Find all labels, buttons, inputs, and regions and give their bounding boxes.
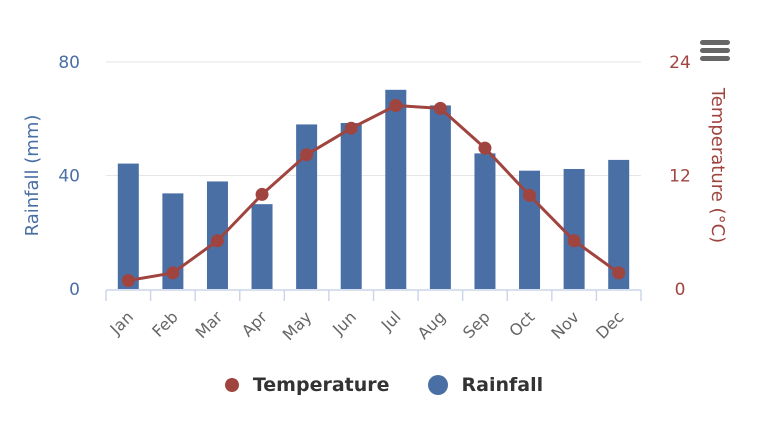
x-tick-label: Jun — [328, 307, 360, 339]
point-temperature-may — [300, 148, 314, 162]
legend-item-temperature[interactable]: Temperature — [224, 374, 390, 396]
point-temperature-feb — [166, 266, 180, 280]
point-temperature-oct — [523, 188, 537, 202]
x-tick-label: Dec — [592, 307, 627, 342]
y-left-tick-label: 0 — [69, 280, 80, 300]
point-temperature-dec — [612, 266, 626, 280]
legend-label-temperature: Temperature — [252, 374, 390, 396]
x-tick-label: May — [279, 307, 316, 344]
hamburger-icon-bar — [700, 56, 730, 61]
x-tick-label: Mar — [192, 307, 227, 342]
bar-rainfall-aug — [429, 105, 451, 289]
point-temperature-nov — [567, 234, 581, 248]
legend-marker-temperature — [224, 378, 239, 392]
x-tick-label: Sep — [459, 307, 494, 342]
bar-rainfall-nov — [563, 168, 585, 289]
point-temperature-apr — [255, 187, 269, 201]
legend-label-rainfall: Rainfall — [461, 374, 544, 396]
y-right-axis-title: Temperature (°C) — [707, 87, 728, 243]
y-left-axis-title: Rainfall (mm) — [22, 115, 43, 237]
legend: Temperature Rainfall — [0, 374, 768, 396]
point-temperature-jun — [344, 121, 358, 135]
hamburger-icon-bar — [700, 40, 730, 45]
x-tick-label: Aug — [414, 307, 450, 343]
point-temperature-aug — [433, 101, 447, 115]
x-tick-label: Feb — [148, 307, 181, 340]
point-temperature-mar — [210, 234, 224, 248]
x-tick-label: Oct — [505, 307, 538, 340]
bar-rainfall-feb — [162, 193, 184, 289]
legend-marker-rainfall — [427, 375, 448, 395]
y-left-tick-label: 40 — [58, 167, 80, 187]
point-temperature-sep — [478, 141, 492, 155]
bar-rainfall-may — [296, 124, 318, 289]
line-temperature — [128, 104, 620, 282]
point-temperature-jul — [389, 99, 403, 113]
hamburger-icon-bar — [700, 48, 730, 53]
chart-menu-button[interactable] — [700, 40, 730, 64]
point-temperature-jan — [121, 273, 135, 287]
legend-item-rainfall[interactable]: Rainfall — [427, 374, 544, 396]
y-left-tick-label: 80 — [58, 53, 80, 73]
y-right-tick-label: 0 — [675, 280, 686, 300]
x-tick-label: Jul — [377, 307, 405, 335]
bar-rainfall-jan — [117, 163, 139, 289]
bar-rainfall-jun — [340, 123, 362, 289]
bar-rainfall-apr — [251, 204, 273, 289]
x-tick-label: Apr — [238, 307, 271, 340]
bar-rainfall-sep — [474, 153, 496, 289]
y-right-tick-label: 24 — [669, 53, 691, 73]
bar-rainfall-dec — [608, 159, 630, 289]
x-tick-label: Nov — [547, 307, 583, 343]
y-right-tick-label: 12 — [669, 167, 691, 187]
x-tick-label: Jan — [106, 307, 138, 339]
bar-rainfall-jul — [385, 89, 407, 290]
